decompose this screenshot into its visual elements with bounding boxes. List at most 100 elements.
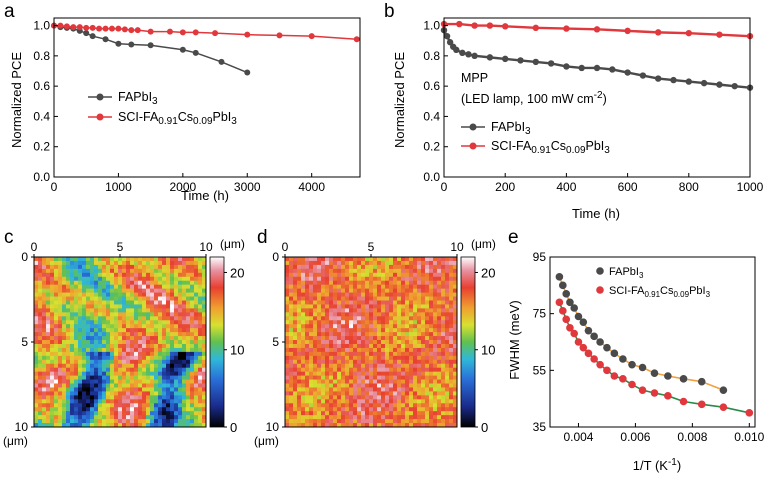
c-heatmap-cell <box>106 284 111 290</box>
d-heatmap-cell <box>433 312 438 317</box>
c-heatmap-cell <box>34 316 39 321</box>
d-heatmap-cell <box>341 423 346 428</box>
c-heatmap-cell <box>194 272 199 278</box>
c-heatmap-cell <box>46 336 51 341</box>
d-heatmap-cell <box>305 371 310 377</box>
d-heatmap-cell <box>333 340 338 345</box>
c-colorbar-tick-label: 10 <box>230 343 244 358</box>
c-heatmap-cell <box>146 367 151 373</box>
d-heatmap-cell <box>357 280 362 286</box>
c-heatmap-cell <box>94 419 99 424</box>
c-heatmap-cell <box>50 272 55 278</box>
d-heatmap-cell <box>305 383 310 388</box>
c-heatmap-cell <box>114 403 119 408</box>
c-heatmap-cell <box>138 423 143 428</box>
c-heatmap-cell <box>58 268 63 274</box>
b-point-sci <box>563 25 570 32</box>
c-heatmap-cell <box>130 340 135 345</box>
c-heatmap-cell <box>54 383 59 388</box>
d-heatmap-cell <box>405 347 410 353</box>
d-heatmap-cell <box>337 288 342 293</box>
d-heatmap-cell <box>421 257 426 262</box>
d-heatmap-cell <box>313 316 318 321</box>
d-heatmap-cell <box>393 367 398 373</box>
d-heatmap-cell <box>409 363 414 369</box>
c-heatmap-cell <box>50 276 55 282</box>
d-heatmap-cell <box>341 359 346 365</box>
c-heatmap-cell <box>94 355 99 361</box>
d-heatmap-cell <box>429 328 434 333</box>
c-heatmap-cell <box>86 403 91 408</box>
d-heatmap-cell <box>325 320 330 325</box>
c-heatmap-cell <box>114 347 119 353</box>
d-heatmap-cell <box>337 351 342 357</box>
c-heatmap-cell <box>134 411 139 416</box>
c-heatmap-cell <box>130 292 135 297</box>
c-heatmap-cell <box>138 351 143 357</box>
c-heatmap-cell <box>190 324 195 329</box>
e-point-sci <box>559 307 567 315</box>
c-heatmap-cell <box>162 320 167 325</box>
d-heatmap-cell <box>429 264 434 270</box>
d-heatmap-cell <box>421 304 426 309</box>
d-heatmap-cell <box>353 308 358 313</box>
d-heatmap-cell <box>441 268 446 274</box>
c-heatmap-cell <box>62 268 67 274</box>
c-heatmap-cell <box>186 355 191 361</box>
c-heatmap-cell <box>42 419 47 424</box>
c-heatmap-cell <box>66 363 71 369</box>
c-heatmap-cell <box>42 343 47 349</box>
d-heatmap-cell <box>401 387 406 392</box>
d-heatmap-cell <box>381 284 386 290</box>
d-heatmap-cell <box>409 308 414 313</box>
a-point-sci <box>179 29 186 36</box>
c-heatmap-cell <box>78 336 83 341</box>
d-heatmap-cell <box>293 268 298 274</box>
d-heatmap-cell <box>397 292 402 297</box>
c-heatmap-cell <box>162 363 167 369</box>
d-heatmap-cell <box>321 403 326 408</box>
c-heatmap-cell <box>158 280 163 286</box>
b-point-sci <box>471 22 478 29</box>
d-heatmap-cell <box>293 415 298 420</box>
c-heatmap-cell <box>94 308 99 313</box>
d-heatmap-cell <box>389 284 394 290</box>
c-heatmap-cell <box>110 347 115 353</box>
c-heatmap-cell <box>74 399 79 404</box>
c-heatmap-cell <box>102 371 107 377</box>
d-heatmap-cell <box>381 268 386 274</box>
d-heatmap-cell <box>385 407 390 412</box>
c-heatmap-cell <box>58 363 63 369</box>
d-heatmap-cell <box>357 260 362 266</box>
c-heatmap-cell <box>94 280 99 286</box>
c-heatmap-cell <box>90 383 95 388</box>
b-point-fapbi <box>609 66 616 73</box>
d-heatmap-cell <box>305 332 310 337</box>
d-heatmap-cell <box>377 363 382 369</box>
d-heatmap-cell <box>365 268 370 274</box>
c-heatmap-cell <box>78 411 83 416</box>
d-heatmap-cell <box>377 304 382 309</box>
d-heatmap-cell <box>409 355 414 361</box>
c-heatmap-cell <box>110 312 115 317</box>
d-heatmap-cell <box>317 296 322 301</box>
c-heatmap-cell <box>134 272 139 278</box>
c-heatmap-cell <box>110 423 115 428</box>
c-heatmap-cell <box>74 379 79 384</box>
d-heatmap-cell <box>285 320 290 325</box>
c-heatmap-cell <box>54 415 59 420</box>
d-heatmap-cell <box>429 300 434 305</box>
c-heatmap-cell <box>98 395 103 400</box>
c-heatmap-cell <box>62 351 67 357</box>
c-heatmap-cell <box>70 308 75 313</box>
d-heatmap-cell <box>441 351 446 357</box>
a-xlabel: Time (h) <box>181 188 229 203</box>
d-heatmap-cell <box>377 423 382 428</box>
d-heatmap-cell <box>441 336 446 341</box>
c-heatmap-cell <box>158 355 163 361</box>
d-heatmap-cell <box>361 292 366 297</box>
d-heatmap-cell <box>417 268 422 274</box>
d-heatmap-cell <box>381 395 386 400</box>
d-heatmap-cell <box>317 347 322 353</box>
c-heatmap-cell <box>194 340 199 345</box>
